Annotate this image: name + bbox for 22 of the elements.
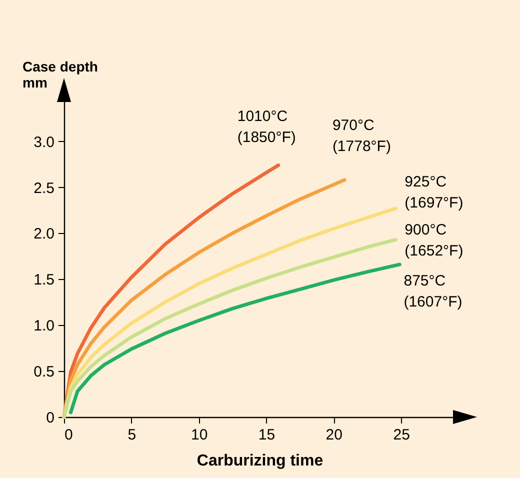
series-label: 970°C (1778°F) xyxy=(332,116,391,155)
series-label: 900°C (1652°F) xyxy=(404,222,464,260)
y-tick-label: 3.0 xyxy=(34,134,54,151)
x-axis-title: Carburizing time xyxy=(196,452,324,470)
x-tick-label: 25 xyxy=(393,426,410,444)
y-tick-label: 0 xyxy=(46,410,54,426)
x-tick-label: 15 xyxy=(258,426,276,444)
series-label: 1010°C (1850°F) xyxy=(237,108,296,146)
series-label: 875°C (1607°F) xyxy=(404,272,462,310)
x-tick-label: 10 xyxy=(190,426,208,444)
y-tick-label: 1.5 xyxy=(34,272,54,289)
y-tick-label: 2.5 xyxy=(34,180,54,197)
y-tick-label: 0.5 xyxy=(34,364,54,381)
line-series xyxy=(68,262,402,414)
y-tick-label: 2.0 xyxy=(34,226,54,243)
line-series xyxy=(62,178,346,419)
x-tick-label: 0 xyxy=(64,426,73,444)
y-axis-title: Case depth mm xyxy=(22,58,98,90)
y-tick-label: 1.0 xyxy=(34,318,54,335)
x-tick-label: 20 xyxy=(326,426,342,444)
series-label: 925°C (1697°F) xyxy=(404,173,464,212)
x-tick-label: 5 xyxy=(128,426,136,444)
